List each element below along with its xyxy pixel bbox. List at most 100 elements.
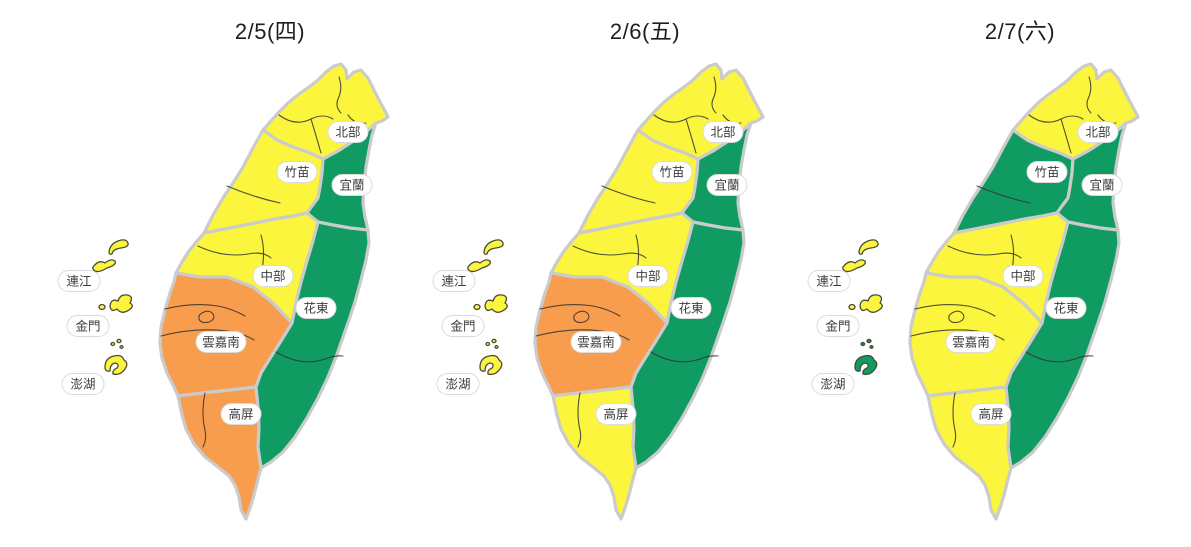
kinmen-island [484,294,508,313]
label-pill-text: 北部 [335,125,360,140]
label-pill-bg [220,403,262,425]
region-label-yunchianan: 雲嘉南 [570,331,622,353]
region-label-yunchianan: 雲嘉南 [195,331,247,353]
label-pill-text: 連江 [816,275,841,289]
islands-penghu [479,338,503,376]
penghu-island [860,341,866,347]
region-label-chumiao: 竹苗 [651,161,693,183]
penghu-island [491,338,497,344]
region-label-yilan: 宜蘭 [331,174,373,196]
label-pill-bg [670,297,712,319]
islands-kinmen [98,294,133,313]
lienchiang-island [842,259,866,273]
county-line [601,185,656,204]
region-label-yilan: 宜蘭 [1081,174,1123,196]
label-pill-bg [1077,121,1119,143]
label-pill-text: 雲嘉南 [202,335,240,350]
islands-lienchiang [467,239,504,273]
label-pill-bg [651,161,693,183]
label-pill-bg [295,297,337,319]
region-label-lienchiang: 連江 [807,270,851,292]
kinmen-island [848,303,856,311]
county-line [650,351,719,363]
county-line [226,185,281,204]
label-pill-text: 中部 [635,269,660,284]
region-label-chumiao: 竹苗 [1026,161,1068,183]
region-label-kinmen: 金門 [66,315,110,337]
region-label-central: 中部 [252,265,294,287]
county-line [1086,76,1092,114]
label-pill-bg [432,270,476,292]
label-pill-bg [811,373,855,395]
region-label-yunchianan: 雲嘉南 [945,331,997,353]
label-pill-text: 雲嘉南 [577,335,615,350]
label-pill-bg [195,331,247,353]
kinmen-island [473,303,481,311]
forecast-panel-day3: 2/7(六) 北部 竹苗 宜蘭 中部 花東 雲嘉南 高屏 連江 金門 澎湖 [805,0,1145,547]
penghu-island [494,345,499,349]
region-label-kaoping: 高屏 [970,403,1012,425]
lienchiang-island [858,239,879,255]
kinmen-island [98,303,106,311]
label-pill-bg [1002,265,1044,287]
label-pill-bg [61,373,105,395]
islands-lienchiang [92,239,129,273]
region-label-central: 中部 [1002,265,1044,287]
label-pill-bg [436,373,480,395]
label-pill-bg [1081,174,1123,196]
label-pill-bg [595,403,637,425]
region-label-huadong: 花東 [1045,297,1087,319]
islands-penghu [104,338,128,376]
label-pill-bg [1045,297,1087,319]
label-pill-bg [327,121,369,143]
county-line [310,118,322,154]
label-pill-bg [57,270,101,292]
county-line [910,329,1005,341]
region-label-north: 北部 [702,121,744,143]
region-label-central: 中部 [627,265,669,287]
label-pill-text: 竹苗 [659,166,684,180]
label-pill-bg [570,331,622,353]
county-line [336,76,342,114]
label-pill-text: 高屏 [978,407,1003,422]
penghu-island [854,354,878,376]
label-pill-bg [1026,161,1068,183]
penghu-island [485,341,491,347]
label-pill-text: 澎湖 [445,377,470,392]
county-line [577,392,582,448]
lienchiang-island [108,239,129,255]
label-pill-text: 澎湖 [70,377,95,392]
label-pill-text: 金門 [450,319,475,334]
county-line [914,303,996,317]
label-pill-text: 北部 [710,125,735,140]
forecast-panel-day2: 2/6(五) 北部 竹苗 宜蘭 中部 花東 雲嘉南 高屏 連江 金門 澎湖 [430,0,770,547]
region-label-yilan: 宜蘭 [706,174,748,196]
label-pill-bg [441,315,485,337]
region-huadong [629,220,746,470]
lienchiang-island [92,259,116,273]
label-pill-bg [252,265,294,287]
label-pill-bg [945,331,997,353]
county-line [947,245,1022,259]
islands-lienchiang [842,239,879,273]
county-line [164,303,246,317]
county-line [1060,118,1072,154]
label-pill-text: 宜蘭 [339,178,364,193]
region-label-lienchiang: 連江 [432,270,476,292]
label-pill-text: 竹苗 [1034,166,1059,180]
region-label-lienchiang: 連江 [57,270,101,292]
region-label-kinmen: 金門 [816,315,860,337]
county-line [160,329,255,341]
region-label-kaoping: 高屏 [220,403,262,425]
county-line [685,118,697,154]
label-pill-text: 中部 [260,269,285,284]
penghu-island [119,345,124,349]
region-label-penghu: 澎湖 [436,373,480,395]
label-pill-text: 竹苗 [284,166,309,180]
label-pill-bg [276,161,318,183]
islands-kinmen [848,294,883,313]
county-line [202,392,207,448]
region-label-chumiao: 竹苗 [276,161,318,183]
panel-title-day2: 2/6(五) [609,19,681,44]
label-pill-bg [706,174,748,196]
